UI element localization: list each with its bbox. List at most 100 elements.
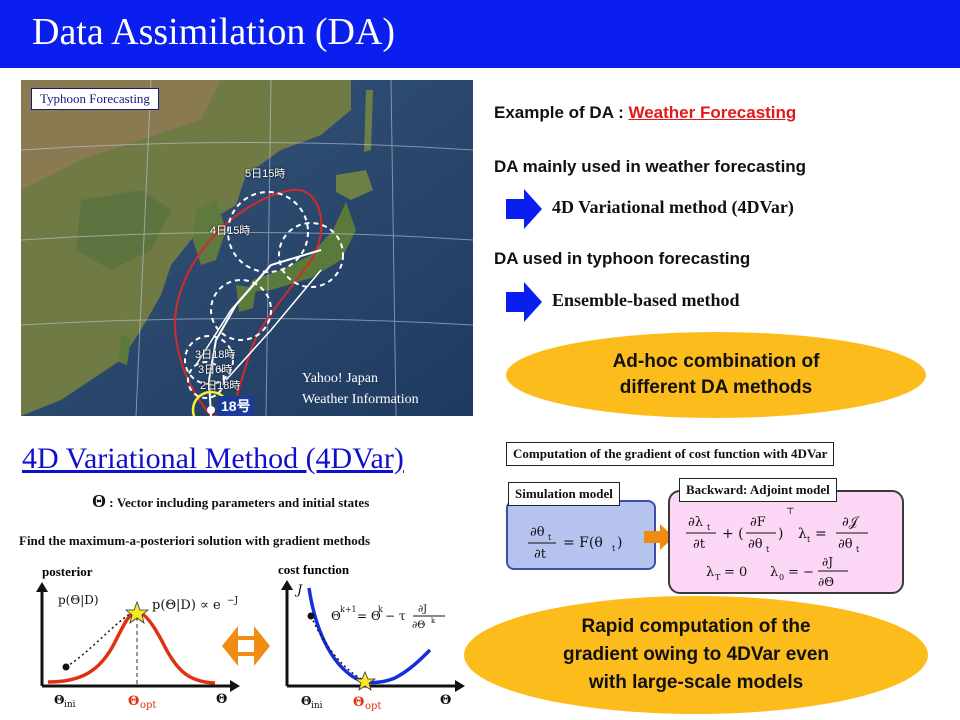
svg-text:t: t (766, 545, 770, 554)
svg-text:∂F: ∂F (750, 515, 766, 530)
title-bar (0, 0, 960, 68)
svg-text:∂λ: ∂λ (688, 515, 703, 530)
adjoint-model-box: ∂λ t ∂t + ( ∂F ∂θ t ) ⊤ λ t = ∂𝒥 ∂θ t λ … (668, 490, 904, 594)
credit-line-1: Yahoo! Japan (302, 371, 378, 386)
forecast-point-1: 5日15時 (245, 168, 286, 180)
svg-text:= −: = − (788, 565, 814, 580)
rapid-computation-callout: Rapid computation of the gradient owing … (464, 596, 928, 714)
svg-text:Θ: Θ (54, 693, 64, 707)
svg-text:t: t (707, 523, 711, 532)
theta-description: : Vector including parameters and initia… (109, 495, 370, 510)
svg-text:p(Θ|D) ∝ e: p(Θ|D) ∝ e (152, 598, 221, 613)
svg-text:λ: λ (770, 565, 778, 580)
forecast-point-2: 4日15時 (210, 225, 251, 237)
svg-text:∂θ: ∂θ (530, 525, 545, 540)
cost-function-plot: J Θ k+1 = Θ k − τ ∂J ∂Θ k Θ ini Θ opt Θ (281, 580, 465, 712)
svg-text:∂θ: ∂θ (748, 537, 763, 552)
svg-text:∂𝒥: ∂𝒥 (842, 515, 860, 530)
typhoon-number: 18号 (218, 396, 254, 416)
right-arrow-icon (644, 524, 674, 550)
right-arrow-icon (506, 282, 542, 322)
forecast-point-4: 3日6時 (198, 364, 233, 376)
svg-text:Θ: Θ (440, 693, 451, 708)
svg-text:k: k (431, 617, 436, 625)
svg-text:= 0: = 0 (724, 565, 747, 580)
svg-text:+ (: + ( (722, 526, 744, 542)
cost-curve (307, 587, 432, 685)
svg-text:Θ: Θ (353, 695, 364, 710)
svg-text:∂θ: ∂θ (838, 537, 853, 552)
simulation-model-label: Simulation model (508, 482, 620, 506)
svg-text:): ) (617, 535, 622, 551)
svg-text:t: t (548, 533, 552, 542)
svg-text:t: t (807, 535, 811, 544)
theta-symbol: Θ (92, 491, 107, 511)
forecast-point-3: 3日18時 (195, 349, 236, 361)
typhoon-heading: DA used in typhoon forecasting (494, 249, 751, 268)
svg-text:∂J: ∂J (418, 604, 427, 615)
svg-text:J: J (294, 583, 303, 598)
typhoon-map (21, 80, 473, 416)
adjoint-equation: ∂λ t ∂t + ( ∂F ∂θ t ) ⊤ λ t = ∂𝒥 ∂θ t λ … (686, 507, 868, 589)
svg-text:= F(θ: = F(θ (563, 535, 603, 551)
rapid-callout-line-2: gradient owing to 4DVar even (562, 644, 830, 665)
weather-method: 4D Variational method (4DVar) (552, 197, 794, 217)
svg-text:p(Θ|D): p(Θ|D) (58, 593, 99, 607)
posterior-label: posterior (42, 564, 93, 579)
optimum-star-icon (353, 670, 377, 691)
map-solution-text: Find the maximum-a-posteriori solution w… (19, 533, 370, 548)
svg-text:Θ: Θ (216, 692, 227, 707)
svg-text:Θ: Θ (128, 694, 139, 709)
svg-text:Θ: Θ (331, 609, 341, 623)
cost-function-label: cost function (278, 562, 350, 577)
credit-line-2: Weather Information (302, 392, 419, 407)
map-credit: Yahoo! Japan Weather Information (302, 368, 419, 410)
typhoon-method: Ensemble-based method (552, 290, 740, 310)
initial-point (62, 663, 70, 671)
svg-text:): ) (778, 526, 783, 542)
svg-text:Θ: Θ (301, 694, 311, 708)
svg-text:⊤: ⊤ (786, 507, 794, 517)
simulation-equation: ∂θ t ∂t = F(θ t ) (528, 525, 622, 562)
initial-point (307, 612, 315, 620)
svg-text:opt: opt (140, 700, 156, 711)
svg-text:ini: ini (64, 700, 76, 710)
svg-text:0: 0 (779, 573, 784, 582)
rapid-callout-line-1: Rapid computation of the (581, 616, 811, 637)
svg-text:t: t (856, 545, 860, 554)
adhoc-callout-line-2: different DA methods (619, 377, 813, 398)
svg-text:∂t: ∂t (693, 537, 706, 552)
example-prefix: Example of DA : (494, 103, 629, 122)
simulation-model-box: ∂θ t ∂t = F(θ t ) (506, 500, 656, 570)
svg-text:∂Θ: ∂Θ (818, 575, 834, 589)
svg-text:=: = (815, 526, 827, 542)
theta-definition: Θ : Vector including parameters and init… (92, 491, 369, 512)
posterior-plot: p(Θ|D) p(Θ|D) ∝ e −J Θ ini Θ opt Θ (36, 582, 240, 711)
svg-text:∂Θ: ∂Θ (412, 620, 425, 631)
right-arrow-icon (506, 189, 542, 229)
svg-text:k+1: k+1 (340, 605, 357, 614)
weather-forecasting-highlight: Weather Forecasting (628, 103, 797, 122)
svg-text:λ: λ (798, 526, 807, 542)
page-title: Data Assimilation (DA) (32, 11, 396, 53)
typhoon-map-graphic (21, 80, 473, 416)
adjoint-model-label: Backward: Adjoint model (679, 478, 837, 502)
rapid-callout-line-3: with large-scale models (588, 672, 804, 693)
posterior-curve (47, 610, 216, 685)
optimum-star-icon (124, 600, 150, 624)
map-label: Typhoon Forecasting (31, 88, 159, 110)
fourdvar-title: 4D Variational Method (4DVar) (22, 442, 404, 475)
svg-text:∂J: ∂J (822, 555, 833, 569)
double-arrow-icon (222, 626, 270, 666)
forecast-point-5: 2日18時 (200, 380, 241, 392)
svg-text:k: k (378, 605, 383, 614)
svg-text:λ: λ (706, 565, 714, 580)
svg-text:t: t (612, 544, 616, 553)
svg-text:∂t: ∂t (534, 547, 547, 562)
svg-text:= Θ: = Θ (357, 609, 381, 623)
adhoc-callout: Ad-hoc combination of different DA metho… (506, 332, 926, 418)
weather-heading: DA mainly used in weather forecasting (494, 157, 807, 176)
adhoc-callout-line-1: Ad-hoc combination of (612, 351, 820, 372)
example-line: Example of DA : Weather Forecasting (494, 103, 796, 123)
svg-text:ini: ini (311, 701, 323, 711)
